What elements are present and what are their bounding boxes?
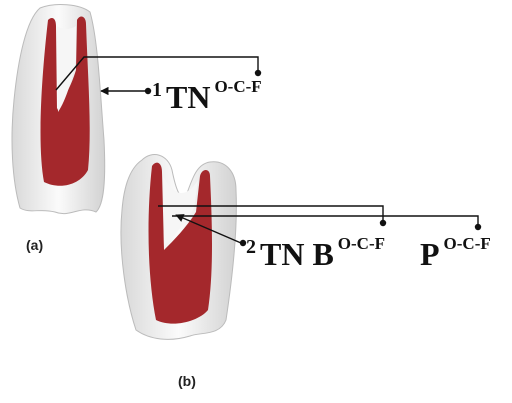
panel-label: (b)	[178, 373, 196, 389]
annotation-superscript: O-C-F	[444, 234, 491, 253]
annotation-prefix: 1	[152, 79, 162, 101]
panel-label: (a)	[26, 237, 43, 253]
annotation-prefix: 2	[246, 236, 256, 258]
annotation-main: P	[420, 236, 440, 272]
diagram: 1 TN O-C-F 2 TN B O-C-F P O-C-F (a) (b)	[0, 0, 512, 403]
annotation-superscript: O-C-F	[214, 77, 261, 96]
annotation: P O-C-F	[420, 234, 491, 272]
annotation: 1 TN O-C-F	[152, 77, 262, 115]
annotation-superscript: O-C-F	[338, 234, 385, 253]
annotation-main: TN B	[260, 236, 334, 272]
root-canal	[149, 163, 212, 324]
annotation-main: TN	[166, 79, 210, 115]
annotation: 2 TN B O-C-F	[246, 234, 385, 272]
